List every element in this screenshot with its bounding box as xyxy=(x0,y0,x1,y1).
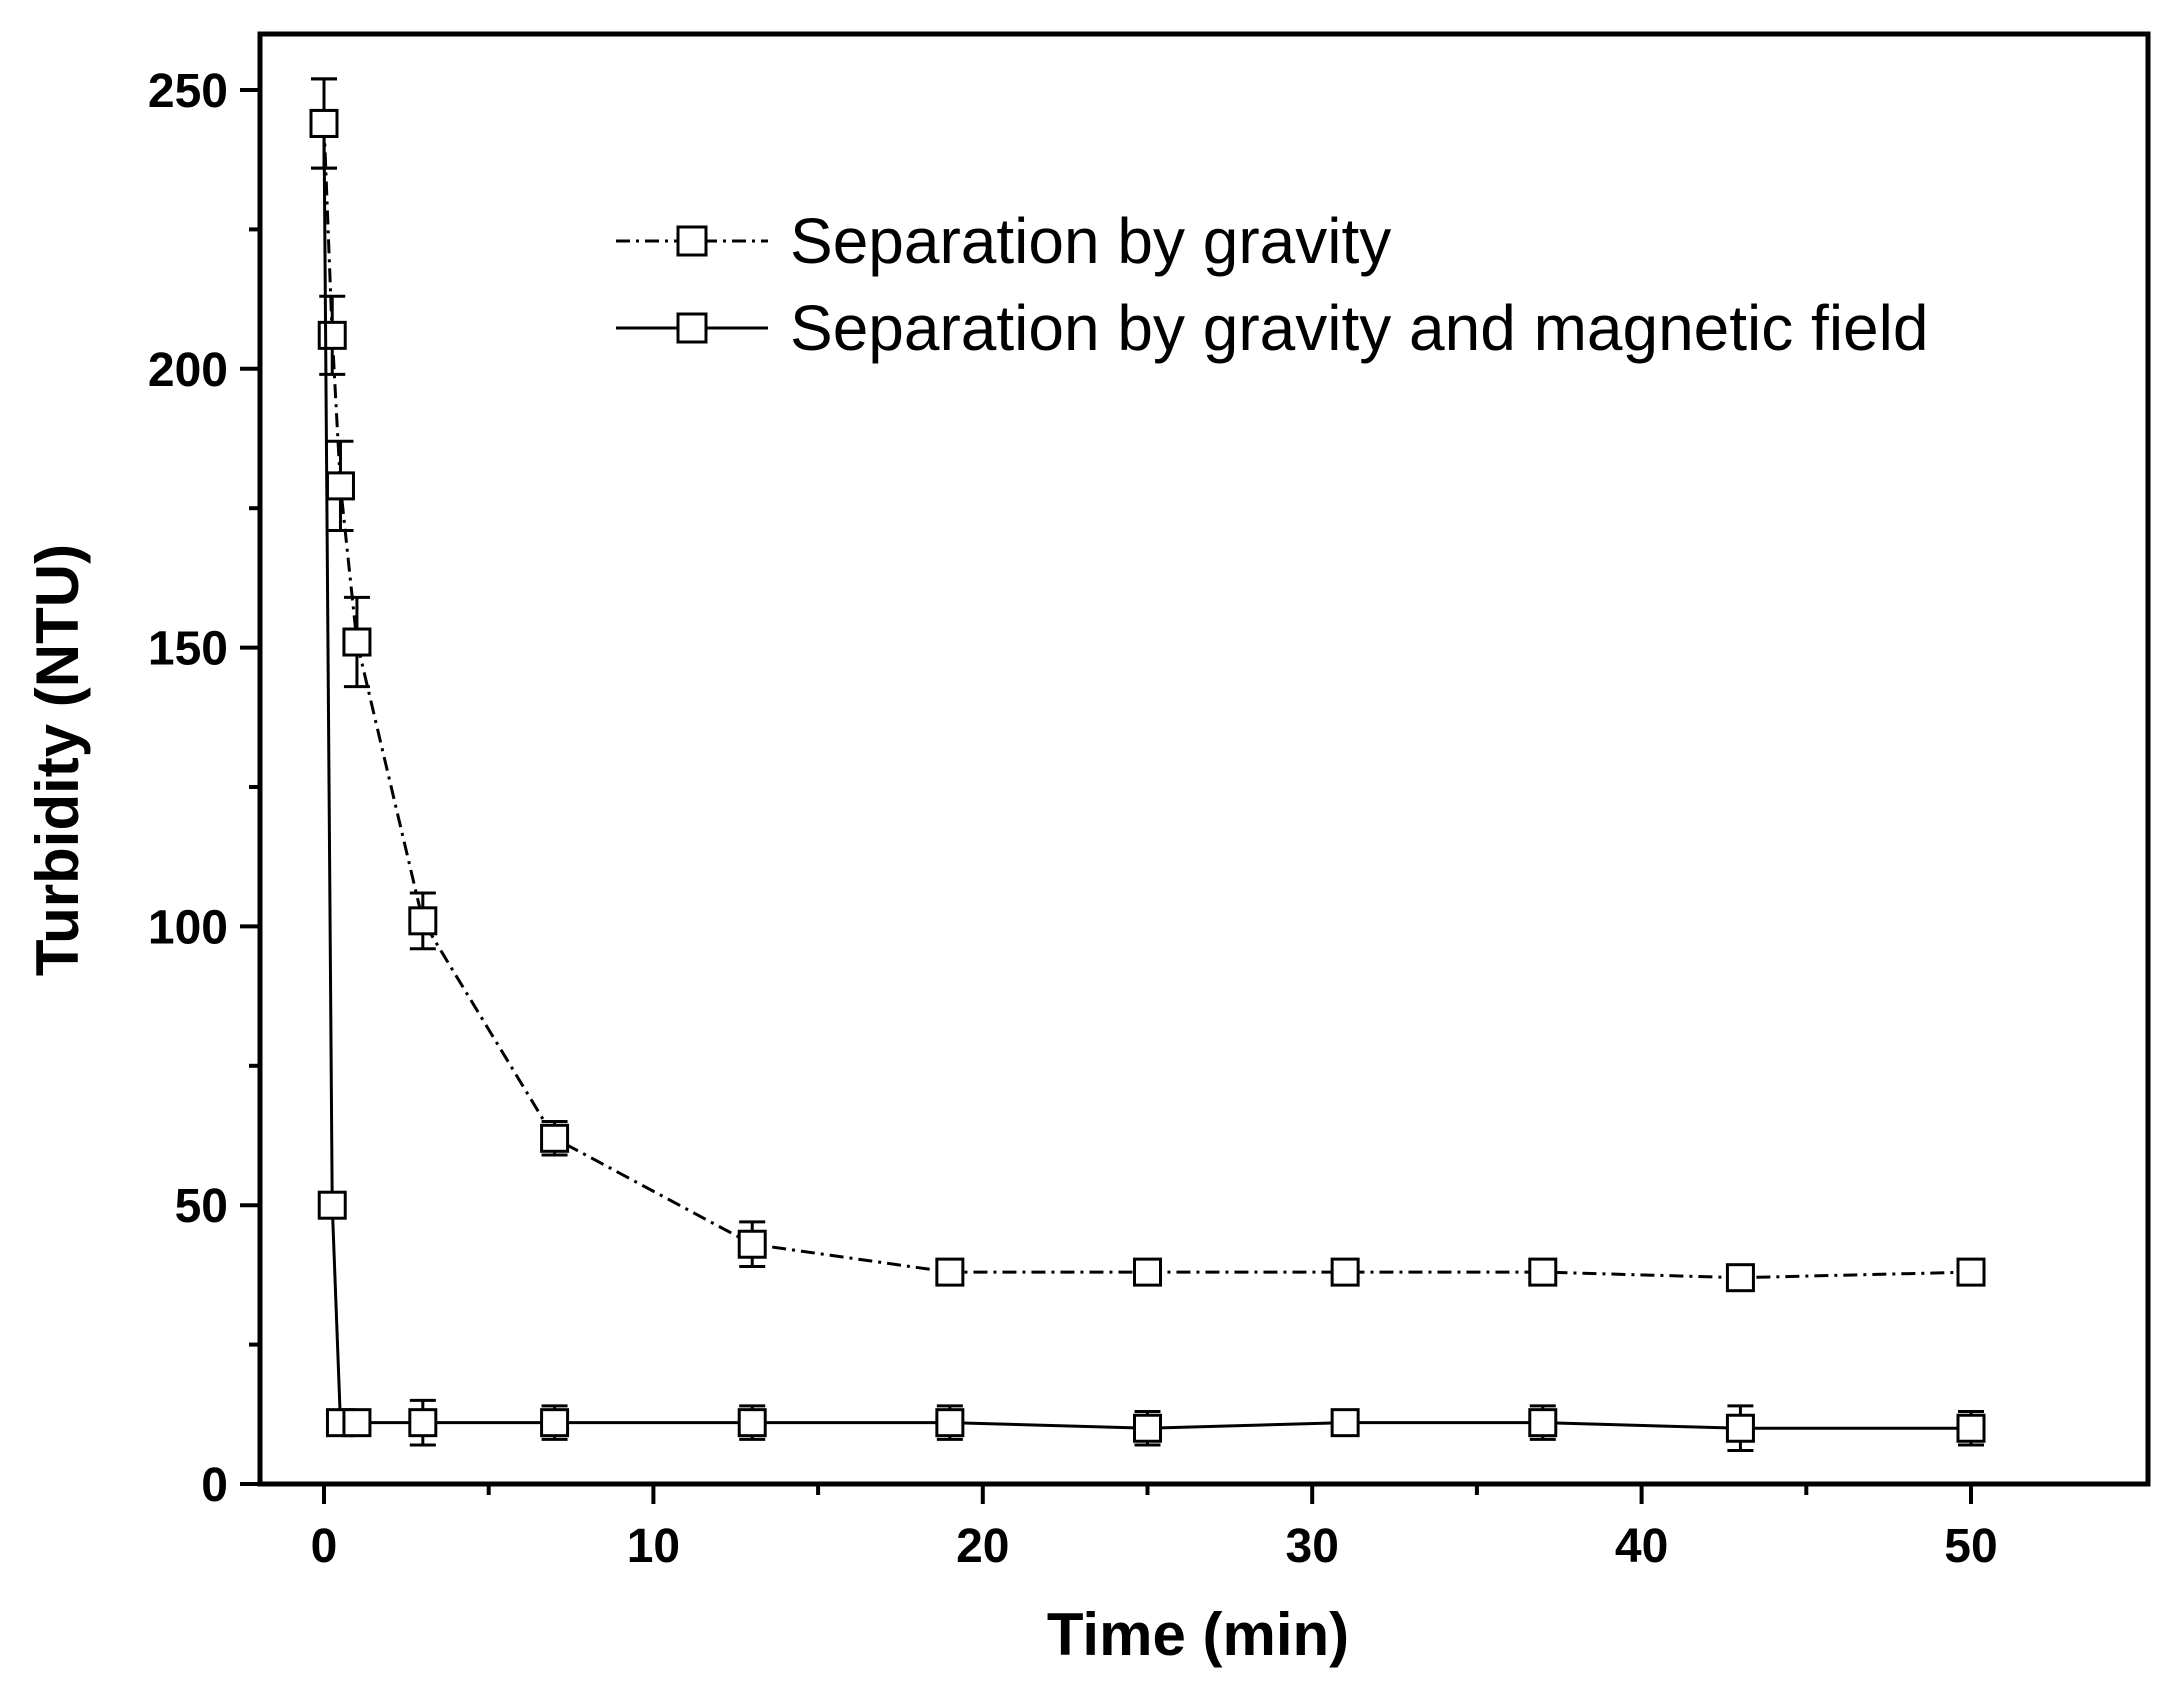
data-point-marker xyxy=(1133,1413,1162,1443)
data-point-marker xyxy=(342,627,372,657)
y-tick-label: 250 xyxy=(148,65,228,118)
x-tick-label: 20 xyxy=(956,1520,1009,1573)
y-axis-title: Turbidity (NTU) xyxy=(24,544,91,976)
y-tick-label: 100 xyxy=(148,901,228,954)
data-point-marker xyxy=(1956,1257,1986,1287)
data-point-marker xyxy=(1133,1257,1162,1287)
data-point-marker xyxy=(737,1408,767,1438)
y-tick-label: 50 xyxy=(175,1180,228,1233)
y-tick-label: 0 xyxy=(201,1459,228,1512)
x-axis-title: Time (min) xyxy=(1047,1601,1349,1668)
data-point-marker xyxy=(540,1408,570,1438)
data-point-marker xyxy=(1528,1257,1558,1287)
data-point-marker xyxy=(1528,1408,1558,1438)
legend-label: Separation by gravity and magnetic field xyxy=(790,292,1928,364)
data-point-marker xyxy=(1725,1263,1755,1293)
data-point-marker xyxy=(1956,1413,1986,1443)
y-tick-label: 150 xyxy=(148,623,228,676)
data-point-marker xyxy=(737,1229,767,1259)
data-point-marker xyxy=(1330,1408,1360,1438)
data-point-marker xyxy=(325,471,355,501)
data-point-marker xyxy=(408,906,438,936)
plot-frame xyxy=(257,31,2151,1487)
data-point-marker xyxy=(1725,1413,1755,1443)
legend-marker xyxy=(676,225,708,257)
x-tick-label: 40 xyxy=(1615,1520,1668,1573)
data-point-marker xyxy=(1330,1257,1360,1287)
data-point-marker xyxy=(342,1408,372,1438)
data-point-marker xyxy=(935,1257,965,1287)
x-tick-label: 50 xyxy=(1944,1520,1997,1573)
series-2 xyxy=(309,77,1986,1453)
data-point-marker xyxy=(317,320,347,350)
x-tick-label: 10 xyxy=(627,1520,680,1573)
data-point-marker xyxy=(309,108,339,138)
x-tick-label: 0 xyxy=(311,1520,338,1573)
x-tick-label: 30 xyxy=(1286,1520,1339,1573)
legend: Separation by gravity Separation by gravi… xyxy=(616,205,1928,364)
data-point-marker xyxy=(935,1408,965,1438)
data-point-marker xyxy=(408,1408,438,1438)
data-point-marker xyxy=(317,1190,347,1220)
legend-marker xyxy=(676,312,708,344)
series-layer xyxy=(309,77,1986,1453)
y-axis: 0 50 100 150 200 250 xyxy=(148,65,260,1512)
x-axis: 0 10 20 30 40 50 xyxy=(311,1484,1998,1573)
y-tick-label: 200 xyxy=(148,344,228,397)
legend-label: Separation by gravity xyxy=(790,205,1391,277)
data-point-marker xyxy=(540,1123,570,1153)
